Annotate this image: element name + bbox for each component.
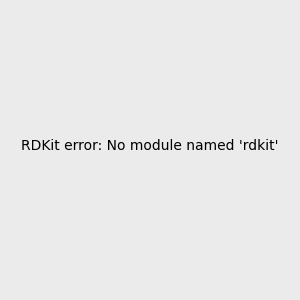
Text: RDKit error: No module named 'rdkit': RDKit error: No module named 'rdkit' <box>21 139 279 153</box>
